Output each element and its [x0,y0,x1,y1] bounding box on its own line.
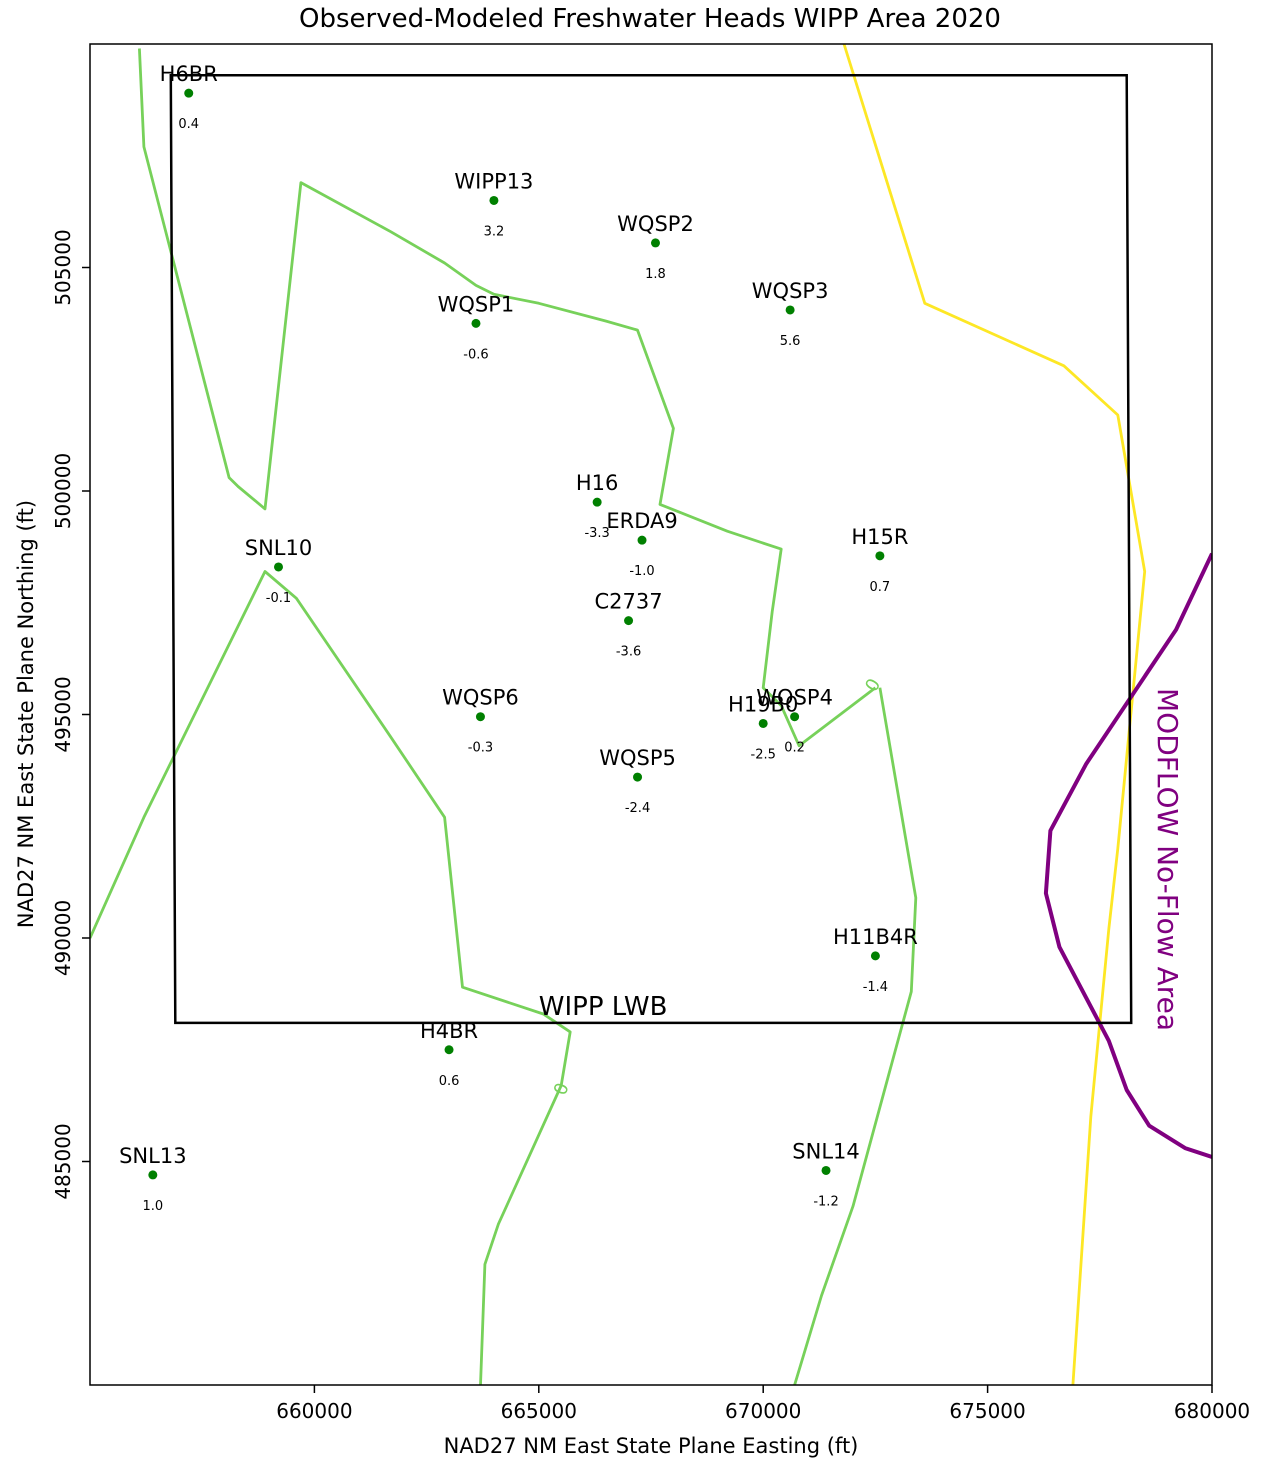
well-name-label: H16 [576,471,619,495]
well-value-label: -0.6 [463,347,488,362]
well-name-label: H19B0 [728,692,798,716]
x-axis-label: NAD27 NM East State Plane Easting (ft) [444,1434,859,1458]
well-point-wqsp4 [790,712,800,722]
y-tick-label: 505000 [51,229,75,305]
well-point-wqsp1 [471,318,481,328]
axis-ticks: 660000 665000 670000 675000 680000 485000 4900… [51,229,1250,1423]
well-name-label: SNL13 [119,1144,186,1168]
well-value-label: 3.2 [484,224,505,239]
well-point-wqsp3 [785,305,795,315]
x-tick-label: 675000 [949,1399,1025,1423]
well-value-label: 0.2 [784,741,805,756]
well-name-label: WQSP1 [438,292,515,316]
y-tick-label: 495000 [51,676,75,752]
well-point-wipp13 [489,195,499,205]
well-value-label: -2.5 [751,747,776,762]
well-point-c2737 [624,616,634,626]
well-name-label: H11B4R [833,925,918,949]
well-value-label: 0.7 [870,580,891,595]
well-point-h4br [444,1045,454,1055]
well-value-label: -1.0 [629,564,654,579]
chart-title: Observed-Modeled Freshwater Heads WIPP A… [299,4,1001,34]
noflow-boundary-line [1043,552,1212,1159]
well-value-label: -1.4 [863,980,888,995]
well-value-label: -1.2 [813,1194,838,1209]
well-name-label: WQSP6 [442,686,519,710]
well-point-wqsp6 [475,712,485,722]
plot-frame [89,43,1213,1386]
well-point-h15r [875,551,885,561]
well-value-label: 1.8 [645,267,666,282]
x-tick-label: 660000 [276,1399,352,1423]
well-point-h19b0 [758,718,768,728]
well-value-label: -0.3 [468,741,493,756]
well-name-label: WQSP5 [599,746,676,770]
well-point-wqsp5 [633,772,643,782]
noflow-area-label: MODFLOW No-Flow Area [1151,688,1184,1031]
y-tick-label: 485000 [51,1123,75,1199]
y-tick-label: 490000 [51,900,75,976]
well-name-label: C2737 [595,590,663,614]
x-tick-label: 680000 [1174,1399,1250,1423]
well-name-label: SNL10 [245,536,312,560]
wipp-lwb-label: WIPP LWB [539,992,668,1022]
well-point-wqsp2 [650,238,660,248]
x-tick-label: 670000 [725,1399,801,1423]
plot-area: WIPP LWB MODFLOW No-Flow Area00H6BR0.4WIP… [90,44,1212,1385]
contour-line-3 [793,687,918,1385]
well-point-erda9 [637,535,647,545]
well-name-label: WQSP3 [752,279,829,303]
contour-line-1 [138,48,877,748]
well-name-label: WIPP13 [454,169,533,193]
x-tick-label: 665000 [501,1399,577,1423]
well-value-label: 0.6 [439,1074,460,1089]
wipp-lwb-boundary [169,74,1133,1025]
y-tick-label: 500000 [51,453,75,529]
well-name-label: WQSP2 [617,212,694,236]
well-name-label: WQSP4 [756,686,833,710]
well-name-label: SNL14 [792,1139,859,1163]
well-value-label: 1.0 [142,1199,163,1214]
well-point-h11b4r [870,951,880,961]
well-point-snl13 [148,1170,158,1180]
well-value-label: -2.4 [625,801,650,816]
well-value-label: -3.3 [584,526,609,541]
y-axis-label: NAD27 NM East State Plane Northing (ft) [14,500,38,928]
well-point-snl14 [821,1165,831,1175]
well-value-label: 5.6 [780,334,801,349]
well-name-label: H4BR [420,1019,478,1043]
well-name-label: H15R [851,525,908,549]
well-value-label: -0.1 [266,591,291,606]
contour-lines [90,44,1212,1385]
well-point-h6br [184,88,194,98]
contour-line-2 [90,570,572,1385]
well-name-label: ERDA9 [606,509,677,533]
well-value-label: -3.6 [616,645,641,660]
contour-line-4 [842,44,1147,1385]
well-point-snl10 [273,562,283,572]
well-value-label: 0.4 [178,117,199,132]
well-point-h16 [592,497,602,507]
well-name-label: H6BR [160,62,218,86]
